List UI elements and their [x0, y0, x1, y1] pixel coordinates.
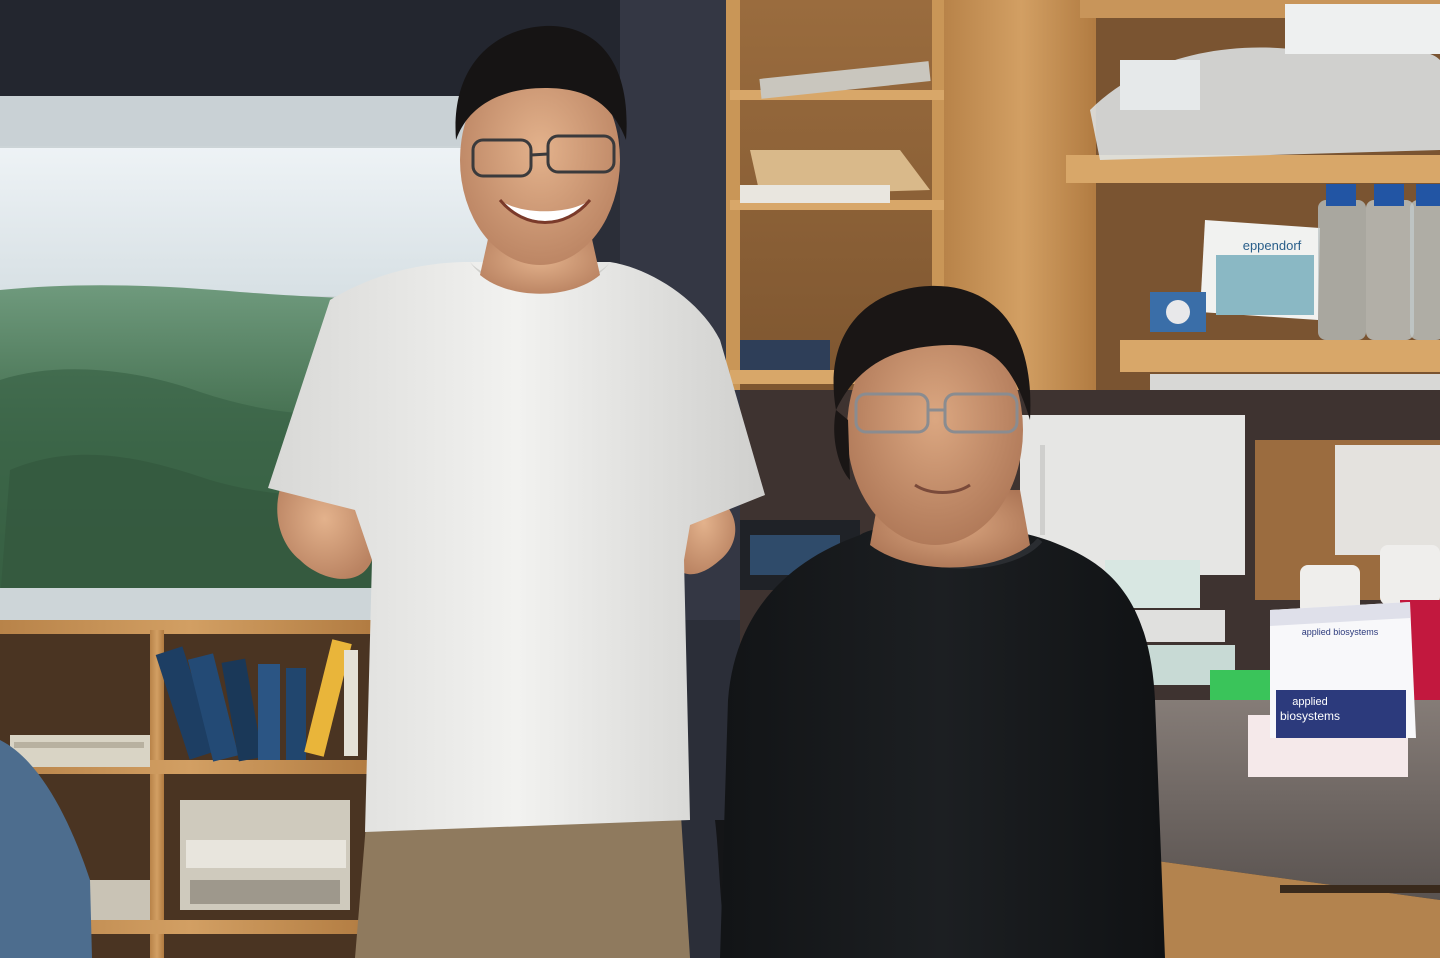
binders [155, 639, 358, 762]
partial-person-left [0, 740, 92, 958]
person-standing [268, 25, 765, 958]
upper-shelves-middle [726, 0, 946, 390]
eppendorf-box: eppendorf [1200, 220, 1320, 320]
kit-label-small: applied biosystems [1302, 627, 1379, 637]
eppendorf-label: eppendorf [1243, 238, 1302, 253]
person-seated [720, 285, 1165, 958]
glasses-standing [471, 134, 616, 178]
glass-bottles [1318, 184, 1440, 340]
upper-shelves-right: eppendorf [1066, 0, 1440, 435]
glasses-seated [854, 392, 1019, 434]
kit-label-line2: biosystems [1280, 709, 1340, 723]
kit-label-line1: applied [1292, 696, 1327, 708]
kit-box: applied biosystems applied biosystems [1248, 602, 1416, 777]
